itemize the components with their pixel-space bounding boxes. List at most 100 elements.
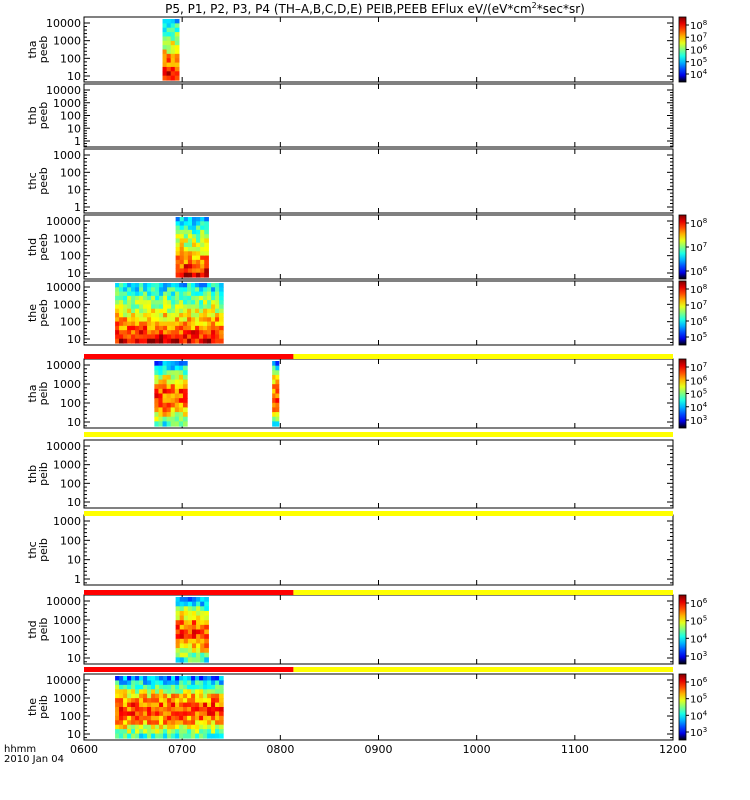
spectrogram-cell-thepeib-0-16-11 <box>179 724 184 730</box>
spectrogram-cell-thepeeb-0-10-1 <box>155 287 160 293</box>
spectrogram-cell-thepeeb-0-18-2 <box>187 291 192 297</box>
spectrogram-cell-thdpeib-0-0-4 <box>175 615 181 621</box>
spectrogram-cell-thepeib-0-20-5 <box>195 698 200 704</box>
spectrogram-cell-thepeeb-0-8-7 <box>147 313 152 318</box>
spectrogram-cell-thdpeeb-0-7-11 <box>204 264 209 270</box>
spectrogram-cell-thepeib-0-22-5 <box>203 698 208 704</box>
spectrogram-cell-thapeib-0-3-12 <box>166 416 172 422</box>
spectrogram-cell-thepeib-0-5-11 <box>135 724 140 730</box>
spectrogram-cell-thepeeb-0-21-13 <box>199 338 204 344</box>
spectrogram-cell-thdpeib-0-3-10 <box>187 643 193 649</box>
xtick-label-2: 0800 <box>266 743 294 756</box>
spectrogram-cell-thdpeeb-0-1-0 <box>179 217 185 222</box>
spectrogram-cell-thepeib-0-15-1 <box>175 680 180 686</box>
spectrogram-cell-thepeeb-0-9-11 <box>151 330 156 336</box>
spectrogram-cell-thepeeb-0-10-13 <box>155 338 160 344</box>
spectrogram-cell-thdpeib-0-3-0 <box>187 597 193 603</box>
spectrogram-cell-thepeeb-0-11-10 <box>159 325 164 331</box>
spectrogram-cell-thepeeb-0-20-6 <box>195 308 200 314</box>
spectrogram-cell-thapeib-0-5-3 <box>174 374 180 381</box>
spectrogram-cell-thepeeb-0-11-5 <box>159 304 164 310</box>
spectrogram-cell-thdpeib-0-5-0 <box>196 597 201 603</box>
spectrogram-cell-thdpeib-0-5-7 <box>196 629 201 635</box>
spectrogram-cell-thepeeb-0-11-9 <box>159 321 164 327</box>
spectrogram-cell-thepeeb-0-22-5 <box>203 304 208 310</box>
ylabel-thepeib-0: the <box>26 698 39 716</box>
spectrogram-cell-thdpeeb-0-4-3 <box>191 229 197 235</box>
ytick-label-thdpeeb-0: 10000 <box>46 215 81 228</box>
spectrogram-cell-thepeeb-0-4-1 <box>131 287 136 293</box>
spectrogram-cell-thdpeeb-0-2-5 <box>183 238 189 244</box>
spectrogram-cell-thapeib-0-0-7 <box>154 393 160 399</box>
spectrogram-cell-thdpeeb-0-5-12 <box>196 268 201 274</box>
colorbar-label-thapeeb-4: 104 <box>690 68 708 81</box>
spectrogram-cell-thapeib-0-4-8 <box>170 398 176 404</box>
spectrogram-cell-thapeeb-0-0-11 <box>162 66 168 72</box>
spectrogram-cell-thdpeeb-0-7-9 <box>204 255 209 261</box>
spectrogram-cell-thapeib-0-0-8 <box>154 398 160 404</box>
spectrogram-cell-thepeib-0-17-3 <box>183 689 188 695</box>
spectrogram-cell-thepeib-0-12-2 <box>163 684 168 690</box>
spectrogram-cell-thepeeb-0-16-5 <box>179 304 184 310</box>
spectrogram-cell-thepeib-0-5-8 <box>135 711 140 717</box>
spectrogram-cell-thepeeb-0-5-0 <box>135 283 140 288</box>
spectrogram-cell-thdpeib-0-5-9 <box>196 638 201 645</box>
spectrogram-cell-thepeeb-0-21-1 <box>199 287 204 293</box>
spectrogram-cell-thepeib-0-24-6 <box>211 702 216 708</box>
spectrogram-cell-thepeeb-0-8-9 <box>147 321 152 327</box>
spectrogram-cell-thapeib-0-4-1 <box>170 365 176 371</box>
spectrogram-cell-thepeib-0-17-10 <box>183 720 188 726</box>
spectrogram-cell-thdpeeb-0-2-3 <box>183 229 189 235</box>
spectrogram-cell-thepeeb-0-18-1 <box>187 287 192 293</box>
spectrogram-cell-thepeib-0-5-12 <box>135 729 140 735</box>
spectrogram-cell-thepeib-0-21-9 <box>199 715 204 721</box>
spectrogram-cell-thdpeeb-0-4-10 <box>191 259 197 265</box>
spectrogram-cell-thepeib-0-10-3 <box>155 689 160 695</box>
spectrogram-cell-thapeib-0-0-4 <box>154 379 160 385</box>
spectrogram-cell-thdpeeb-0-5-8 <box>196 251 201 257</box>
spectrogram-cell-thapeeb-0-1-7 <box>166 49 172 55</box>
colorbar-label-thdpeib-0: 106 <box>690 597 708 610</box>
spectrogram-cell-thepeib-0-11-10 <box>159 720 164 726</box>
spectrogram-cell-thdpeeb-0-7-0 <box>204 217 209 222</box>
spectrogram-cell-thepeeb-0-7-0 <box>143 283 148 288</box>
spectrogram-cell-thapeib-0-5-9 <box>174 402 180 409</box>
spectrogram-cell-thepeeb-0-14-3 <box>171 295 176 301</box>
spectrogram-cell-thdpeib-0-2-7 <box>183 629 189 635</box>
spectrogram-cell-thepeeb-0-8-5 <box>147 304 152 310</box>
spectrogram-cell-thepeib-0-9-7 <box>151 707 156 713</box>
spectrogram-cell-thepeeb-0-19-11 <box>191 330 196 336</box>
spectrogram-cell-thepeeb-0-4-3 <box>131 295 136 301</box>
spectrogram-cell-thepeib-0-13-1 <box>167 680 172 686</box>
spectrogram-cell-thdpeeb-0-4-7 <box>191 247 197 252</box>
panel-frame-thbpeib <box>83 439 674 509</box>
spectrogram-cell-thepeeb-0-9-13 <box>151 338 156 344</box>
spectrogram-cell-thepeeb-0-4-10 <box>131 325 136 331</box>
spectrogram-cell-thepeeb-0-20-12 <box>195 334 200 340</box>
spectrogram-cell-thepeib-0-8-5 <box>147 698 152 704</box>
spectrogram-cell-thepeeb-0-2-2 <box>123 291 128 297</box>
spectrogram-cell-thepeeb-0-1-12 <box>119 334 124 340</box>
colorbar-label-thepeib-3: 103 <box>690 726 707 739</box>
spectrogram-cell-thepeib-0-2-12 <box>123 729 128 735</box>
spectrogram-cell-thepeeb-0-19-5 <box>191 304 196 310</box>
spectrogram-cell-thepeib-0-19-13 <box>191 733 196 739</box>
spectrogram-cell-thdpeib-0-6-7 <box>200 629 205 635</box>
spectrogram-cell-thepeeb-0-22-13 <box>203 338 208 344</box>
spectrogram-cell-thepeeb-0-1-9 <box>119 321 124 327</box>
spectrogram-cell-thapeib-0-3-6 <box>166 388 172 395</box>
spectrogram-cell-thdpeeb-0-6-4 <box>200 234 205 240</box>
spectrogram-cell-thdpeib-0-3-5 <box>187 620 193 626</box>
spectrogram-cell-thepeib-0-21-2 <box>199 684 204 690</box>
spectrogram-cell-thepeib-0-11-3 <box>159 689 164 695</box>
spectrogram-cell-thepeib-0-14-6 <box>171 702 176 708</box>
spectrogram-cell-thepeeb-0-14-2 <box>171 291 176 297</box>
spectrogram-cell-thepeeb-0-2-1 <box>123 287 128 293</box>
spectrogram-cell-thepeeb-0-24-5 <box>211 304 216 310</box>
spectrogram-cell-thepeeb-0-4-2 <box>131 291 136 297</box>
spectrogram-cell-thapeib-0-0-3 <box>154 374 160 381</box>
ytick-label-thbpeeb-1: 1000 <box>53 97 81 110</box>
spectrogram-cell-thepeib-0-5-2 <box>135 684 140 690</box>
ytick-label-thepeeb-1: 1000 <box>53 298 81 311</box>
spectrogram-cell-thepeib-0-19-1 <box>191 680 196 686</box>
